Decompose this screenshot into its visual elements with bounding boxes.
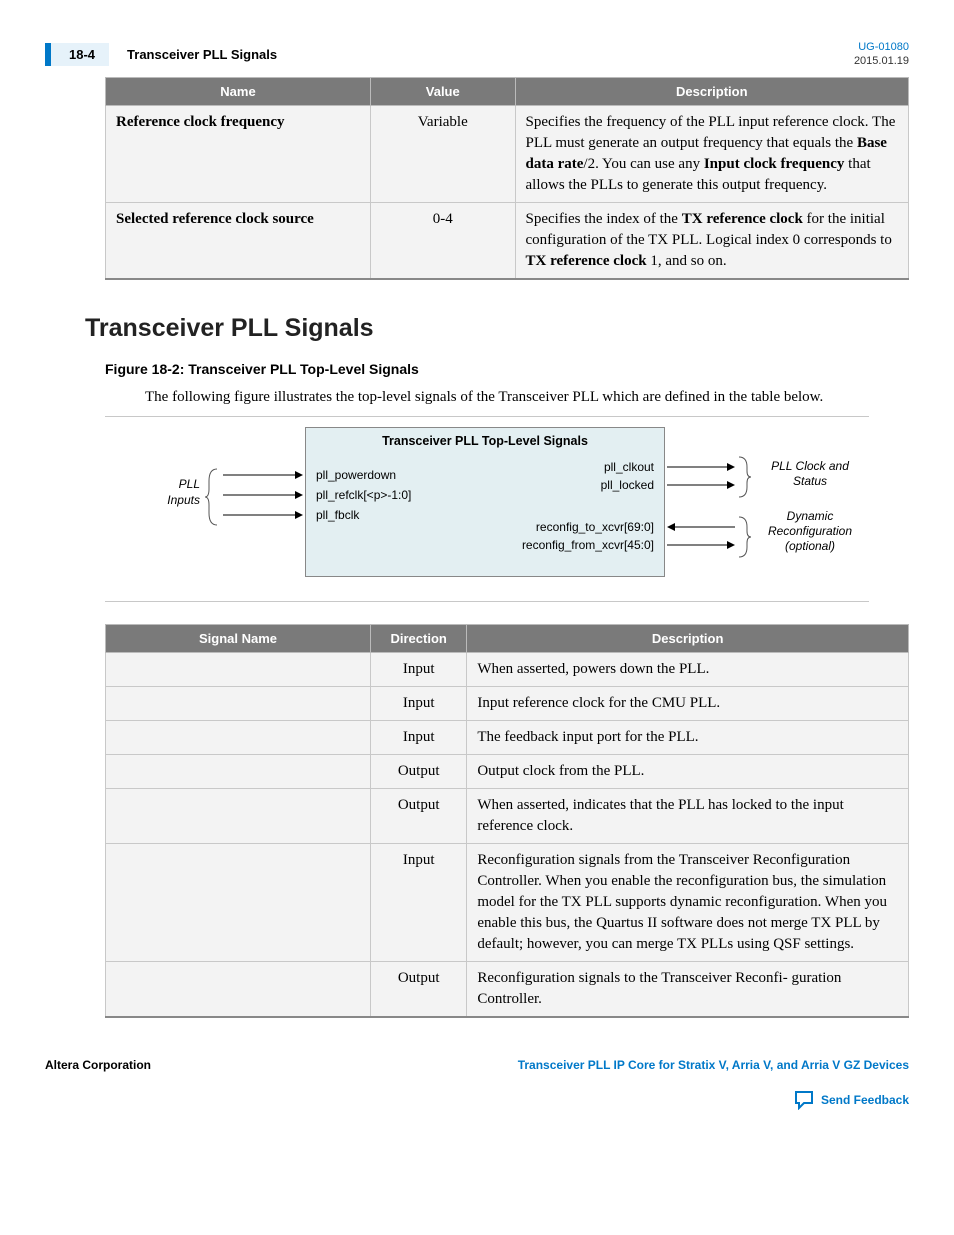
cell-value: 0-4 [370,202,515,279]
th2-name: Signal Name [106,625,371,653]
cell-value: Variable [370,105,515,202]
header-meta: UG-01080 2015.01.19 [854,40,909,69]
brace-right-top-icon [737,455,751,499]
section-heading: Transceiver PLL Signals [85,314,909,343]
feedback-label: Send Feedback [821,1093,909,1107]
header-title: Transceiver PLL Signals [127,47,854,62]
th2-desc: Description [467,625,909,653]
cell-desc: Specifies the index of the TX reference … [515,202,908,279]
cell-description: Reconfiguration signals to the Transceiv… [467,962,909,1018]
cell-direction: Input [370,653,466,687]
table-row: OutputReconfiguration signals to the Tra… [106,962,909,1018]
left-arrows [223,465,308,535]
sig-rb-0: reconfig_to_xcvr[69:0] [536,520,654,534]
diagram-right-label-2: Dynamic Reconfiguration (optional) [755,509,865,554]
cell-description: Reconfiguration signals from the Transce… [467,844,909,962]
feedback-icon [793,1090,815,1110]
table-row: InputWhen asserted, powers down the PLL. [106,653,909,687]
figure-title: Figure 18-2: Transceiver PLL Top-Level S… [105,361,909,377]
send-feedback-link[interactable]: Send Feedback [793,1090,909,1110]
cell-direction: Input [370,721,466,755]
cell-description: Output clock from the PLL. [467,755,909,789]
page-footer: Altera Corporation Transceiver PLL IP Co… [45,1058,909,1113]
th2-dir: Direction [370,625,466,653]
sig-rt-0: pll_clkout [604,460,654,474]
figure-rule-top [105,416,869,417]
footer-corp: Altera Corporation [45,1058,151,1072]
cell-signal [106,789,371,844]
signals-table: Signal Name Direction Description InputW… [105,624,909,1018]
sig-left-2: pll_fbclk [316,508,359,522]
cell-description: When asserted, powers down the PLL. [467,653,909,687]
cell-signal [106,653,371,687]
table-row: InputInput reference clock for the CMU P… [106,687,909,721]
cell-signal [106,755,371,789]
cell-signal [106,687,371,721]
sig-rb-1: reconfig_from_xcvr[45:0] [522,538,654,552]
page-header: 18-4 Transceiver PLL Signals UG-01080 20… [45,40,909,69]
cell-signal [106,721,371,755]
cell-description: When asserted, indicates that the PLL ha… [467,789,909,844]
cell-signal [106,962,371,1018]
cell-name: Selected reference clock source [106,202,371,279]
sig-rt-1: pll_locked [601,478,654,492]
brace-left-icon [203,467,221,527]
cell-direction: Input [370,844,466,962]
table-row: InputReconfiguration signals from the Tr… [106,844,909,962]
table-row: InputThe feedback input port for the PLL… [106,721,909,755]
table-row: OutputOutput clock from the PLL. [106,755,909,789]
sig-left-1: pll_refclk[<p>-1:0] [316,488,411,502]
right-arrows-bottom [667,517,742,557]
page-number-tab: 18-4 [45,43,109,66]
figure-text: The following figure illustrates the top… [145,387,869,409]
cell-direction: Output [370,755,466,789]
doc-id-link[interactable]: UG-01080 [858,41,909,53]
diagram-box-title: Transceiver PLL Top-Level Signals [306,428,664,450]
table-row: Selected reference clock source0-4Specif… [106,202,909,279]
cell-description: Input reference clock for the CMU PLL. [467,687,909,721]
cell-desc: Specifies the frequency of the PLL input… [515,105,908,202]
right-arrows-top [667,457,742,497]
cell-name: Reference clock frequency [106,105,371,202]
doc-date: 2015.01.19 [854,55,909,67]
th-desc: Description [515,77,908,105]
cell-direction: Input [370,687,466,721]
figure-rule-bottom [105,601,869,602]
sig-left-0: pll_powerdown [316,468,396,482]
table-row: Reference clock frequencyVariableSpecifi… [106,105,909,202]
pll-params-table: Name Value Description Reference clock f… [105,77,909,280]
diagram-right-label-1: PLL Clock and Status [755,459,865,489]
cell-direction: Output [370,789,466,844]
brace-right-bottom-icon [737,515,751,559]
footer-doc-link[interactable]: Transceiver PLL IP Core for Stratix V, A… [518,1058,909,1072]
diagram-box: Transceiver PLL Top-Level Signals pll_po… [305,427,665,577]
cell-description: The feedback input port for the PLL. [467,721,909,755]
diagram-left-label: PLL Inputs [145,477,200,508]
pll-diagram: PLL Inputs Transceiver PLL Top-Level Sig… [145,427,869,587]
cell-signal [106,844,371,962]
th-name: Name [106,77,371,105]
cell-direction: Output [370,962,466,1018]
th-value: Value [370,77,515,105]
table-row: OutputWhen asserted, indicates that the … [106,789,909,844]
